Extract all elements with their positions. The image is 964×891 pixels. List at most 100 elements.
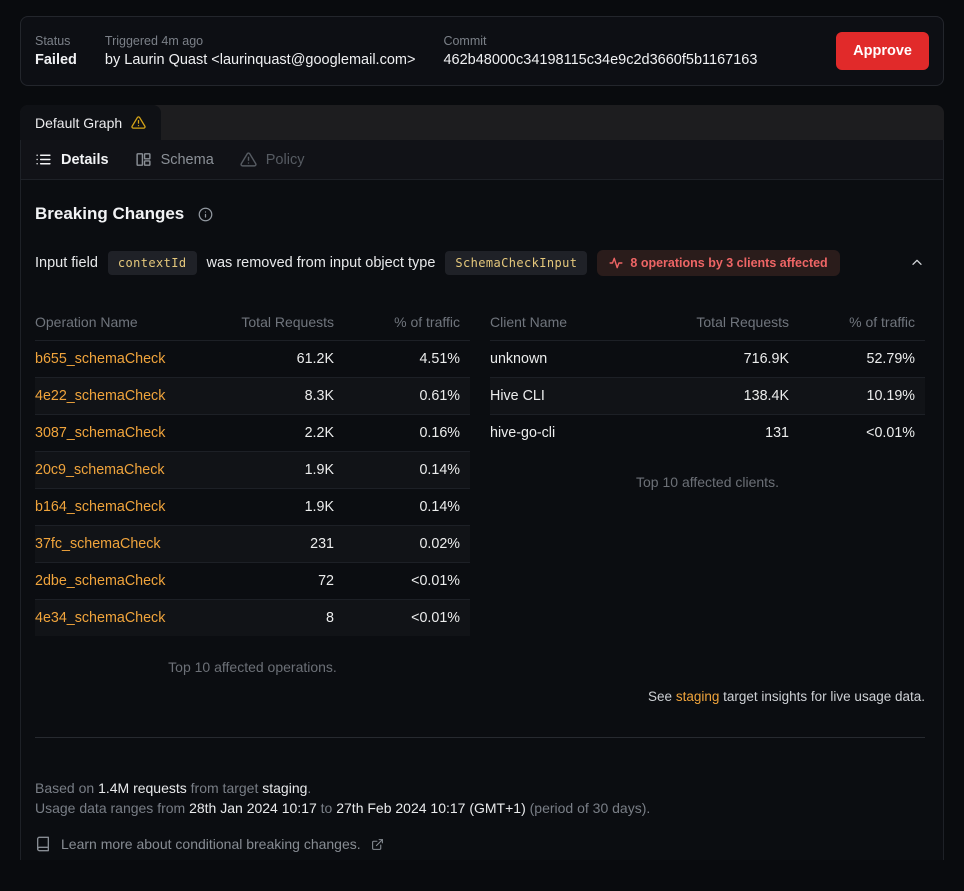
- column-traffic: % of traffic: [394, 314, 460, 330]
- clients-table: Client Name Total Requests % of traffic …: [490, 304, 925, 675]
- breaking-changes-title: Breaking Changes: [35, 204, 185, 223]
- tab-details-label: Details: [61, 151, 109, 168]
- info-icon[interactable]: [198, 207, 213, 222]
- column-traffic: % of traffic: [849, 314, 915, 330]
- usage-tables: Operation Name Total Requests % of traff…: [35, 304, 925, 675]
- footer-text: to: [316, 800, 337, 816]
- operation-link[interactable]: b164_schemaCheck: [35, 499, 166, 515]
- staging-target-link[interactable]: staging: [675, 689, 720, 704]
- breaking-change-row[interactable]: Input field contextId was removed from i…: [35, 250, 925, 276]
- change-text-middle: was removed from input object type: [206, 255, 436, 271]
- external-link-icon: [371, 838, 384, 851]
- based-on-line: Based on 1.4M requests from target stagi…: [35, 778, 925, 798]
- operation-traffic: 0.16%: [419, 425, 460, 441]
- chevron-up-icon[interactable]: [909, 255, 925, 271]
- tab-schema[interactable]: Schema: [135, 151, 214, 168]
- target-name: staging: [262, 780, 308, 796]
- date-from: 28th Jan 2024 10:17: [189, 800, 317, 816]
- operation-traffic: 4.51%: [419, 351, 460, 367]
- approve-button[interactable]: Approve: [836, 32, 929, 70]
- changed-field-badge: contextId: [107, 251, 197, 275]
- operation-requests: 72: [318, 573, 334, 589]
- graph-tabstrip: Default Graph: [20, 105, 944, 140]
- clients-caption: Top 10 affected clients.: [636, 474, 779, 490]
- operation-link[interactable]: 4e22_schemaCheck: [35, 388, 166, 404]
- operation-requests: 1.9K: [304, 462, 334, 478]
- requests-count: 1.4M requests: [98, 780, 187, 796]
- operations-table: Operation Name Total Requests % of traff…: [35, 304, 470, 675]
- clients-table-header: Client Name Total Requests % of traffic: [490, 304, 925, 340]
- book-icon: [35, 836, 51, 852]
- column-client-name: Client Name: [490, 314, 568, 330]
- usage-footer: Based on 1.4M requests from target stagi…: [35, 778, 925, 854]
- client-requests: 716.9K: [743, 351, 789, 367]
- footer-text: from target: [186, 780, 263, 796]
- changed-type-badge: SchemaCheckInput: [445, 251, 588, 275]
- check-detail-panel: Details Schema Policy Bre: [20, 140, 944, 860]
- operations-caption: Top 10 affected operations.: [168, 659, 337, 675]
- date-to: 27th Feb 2024 10:17 (GMT+1): [336, 800, 526, 816]
- operation-link[interactable]: b655_schemaCheck: [35, 351, 166, 367]
- details-content: Breaking Changes Input field contextId w…: [21, 204, 943, 874]
- table-row: hive-go-cli 131 <0.01%: [490, 414, 925, 451]
- learn-more-label: Learn more about conditional breaking ch…: [61, 836, 361, 852]
- table-row: 37fc_schemaCheck 231 0.02%: [35, 525, 470, 562]
- operation-link[interactable]: 37fc_schemaCheck: [35, 536, 161, 552]
- table-row: 20c9_schemaCheck 1.9K 0.14%: [35, 451, 470, 488]
- client-requests: 138.4K: [743, 388, 789, 404]
- operations-table-header: Operation Name Total Requests % of traff…: [35, 304, 470, 340]
- footer-text: .: [307, 780, 312, 796]
- triggered-column: Triggered 4m ago by Laurin Quast <laurin…: [105, 34, 416, 68]
- client-name: Hive CLI: [490, 388, 545, 404]
- usage-range-line: Usage data ranges from 28th Jan 2024 10:…: [35, 798, 925, 818]
- table-row: Hive CLI 138.4K 10.19%: [490, 377, 925, 414]
- table-row: 4e22_schemaCheck 8.3K 0.61%: [35, 377, 470, 414]
- operation-requests: 2.2K: [304, 425, 334, 441]
- operation-requests: 231: [310, 536, 334, 552]
- operation-link[interactable]: 3087_schemaCheck: [35, 425, 166, 441]
- operation-traffic: 0.02%: [419, 536, 460, 552]
- tab-policy[interactable]: Policy: [240, 151, 305, 168]
- tab-default-graph[interactable]: Default Graph: [20, 105, 162, 140]
- activity-pulse-icon: [609, 256, 623, 270]
- list-icon: [35, 151, 52, 168]
- table-row: 3087_schemaCheck 2.2K 0.16%: [35, 414, 470, 451]
- client-name: hive-go-cli: [490, 425, 556, 441]
- client-traffic: <0.01%: [866, 425, 915, 441]
- table-row: 2dbe_schemaCheck 72 <0.01%: [35, 562, 470, 599]
- status-value: Failed: [35, 52, 77, 68]
- client-requests: 131: [765, 425, 789, 441]
- column-total-requests: Total Requests: [241, 314, 334, 330]
- footer-text: Based on: [35, 780, 99, 796]
- impact-badge: 8 operations by 3 clients affected: [597, 250, 840, 276]
- status-column: Status Failed: [35, 34, 77, 68]
- operation-link[interactable]: 2dbe_schemaCheck: [35, 573, 166, 589]
- policy-warning-icon: [240, 151, 257, 168]
- triggered-label: Triggered 4m ago: [104, 34, 204, 48]
- warning-triangle-icon: [131, 115, 146, 130]
- commit-label: Commit: [443, 34, 487, 48]
- footer-text: Usage data ranges from: [35, 800, 190, 816]
- table-row: 4e34_schemaCheck 8 <0.01%: [35, 599, 470, 636]
- operation-traffic: 0.61%: [419, 388, 460, 404]
- operation-link[interactable]: 4e34_schemaCheck: [35, 610, 166, 626]
- footer-text: (period of 30 days).: [525, 800, 651, 816]
- client-traffic: 52.79%: [866, 351, 916, 367]
- insights-prefix: See: [648, 689, 676, 704]
- learn-more-link[interactable]: Learn more about conditional breaking ch…: [35, 834, 925, 854]
- insights-line: See staging target insights for live usa…: [35, 689, 925, 704]
- operation-link[interactable]: 20c9_schemaCheck: [35, 462, 165, 478]
- client-name: unknown: [490, 351, 548, 367]
- column-operation-name: Operation Name: [35, 314, 138, 330]
- column-total-requests: Total Requests: [696, 314, 789, 330]
- commit-hash: 462b48000c34198115c34e9c2d3660f5b1167163: [443, 52, 758, 68]
- impact-badge-label: 8 operations by 3 clients affected: [630, 256, 828, 270]
- operation-traffic: 0.14%: [419, 499, 460, 515]
- tab-details[interactable]: Details: [35, 151, 109, 168]
- check-status-card: Status Failed Triggered 4m ago by Laurin…: [20, 16, 944, 86]
- section-divider: [35, 737, 925, 738]
- schema-panels-icon: [135, 151, 152, 168]
- tab-policy-label: Policy: [265, 151, 305, 168]
- table-row: b164_schemaCheck 1.9K 0.14%: [35, 488, 470, 525]
- operation-requests: 8.3K: [304, 388, 334, 404]
